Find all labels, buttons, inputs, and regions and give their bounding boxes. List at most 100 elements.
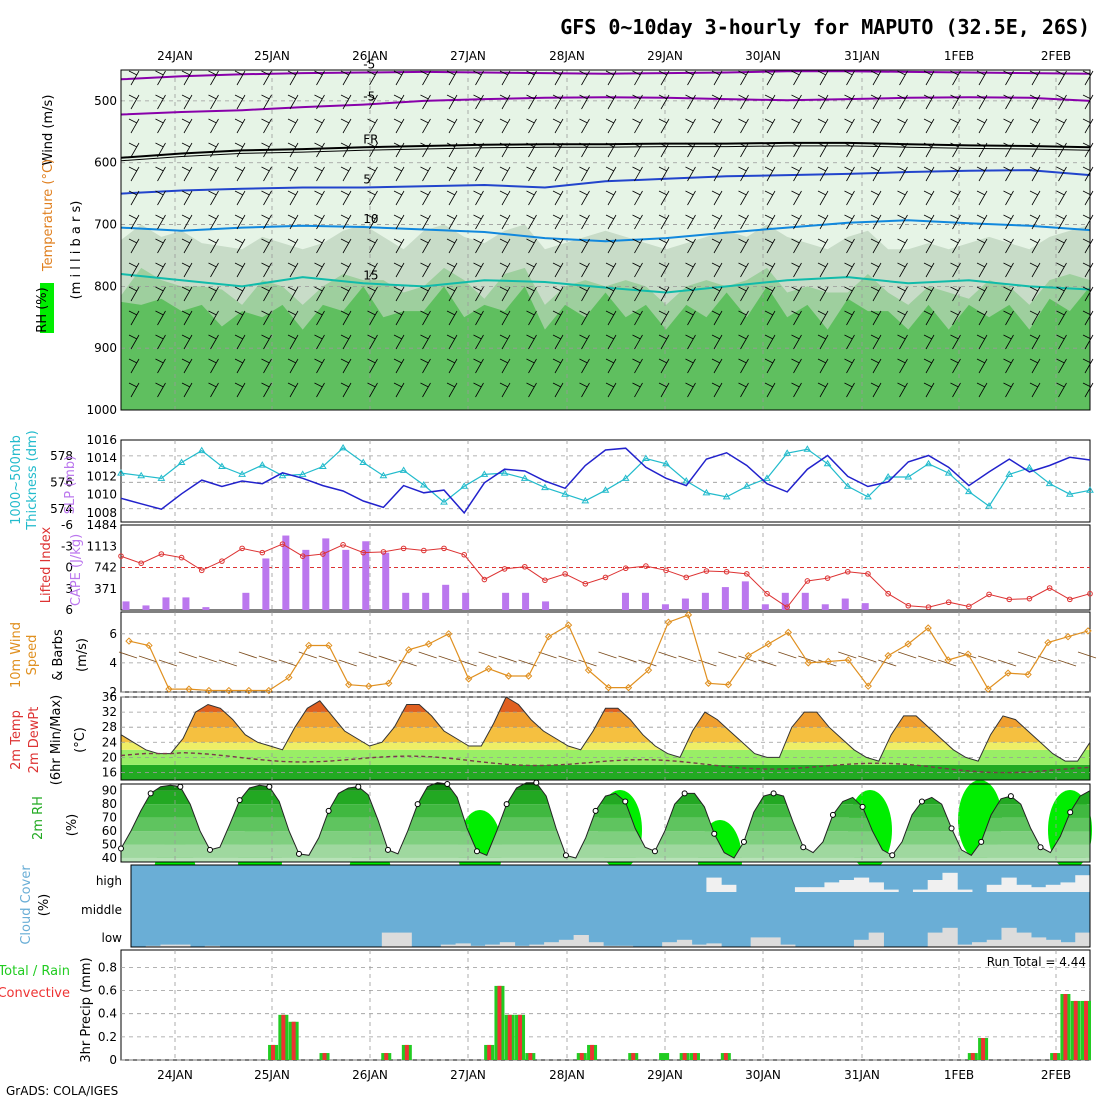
barb-17-13 — [579, 382, 590, 398]
rh-point-60 — [711, 830, 718, 837]
thickness-point-39 — [904, 473, 913, 480]
precip-rain-45 — [590, 1044, 595, 1060]
barb-16-3 — [552, 142, 564, 158]
barb-4-13 — [234, 382, 246, 398]
barb-35-7 — [1056, 238, 1067, 254]
barb-18-4 — [605, 166, 617, 182]
rh-ytick-1: 50 — [102, 838, 117, 852]
barb-29-1 — [897, 94, 908, 110]
barb-28-2 — [870, 118, 882, 134]
wind-point-37 — [864, 682, 872, 690]
barb-28-8 — [870, 262, 882, 278]
thickness-point-9 — [298, 470, 307, 477]
thickness-point-13 — [379, 471, 388, 479]
barb-30-6 — [923, 214, 935, 230]
barb-18-10 — [605, 310, 617, 326]
barb-18-0 — [605, 70, 617, 86]
wind-barb-21 — [538, 651, 557, 659]
barb-24-8 — [764, 262, 776, 278]
li-point-14 — [400, 545, 407, 552]
barb-26-5 — [817, 190, 829, 206]
barb-5-12 — [261, 358, 272, 374]
cloud-high-62 — [1045, 884, 1061, 892]
barb-1-3 — [155, 142, 166, 158]
barb-20-3 — [658, 142, 670, 158]
thickness-point-3 — [177, 458, 186, 465]
barb-4-6 — [234, 214, 246, 230]
thickness-point-14 — [399, 466, 408, 473]
wind-point-47 — [1064, 633, 1072, 641]
barb-27-2 — [844, 118, 855, 134]
thickness-point-15 — [419, 480, 428, 488]
barb-25-1 — [791, 94, 802, 110]
barb-30-2 — [923, 118, 935, 134]
barb-22-6 — [711, 214, 723, 230]
barb-2-5 — [181, 190, 193, 206]
barb-25-2 — [791, 118, 802, 134]
rh-point-45 — [562, 852, 569, 859]
li-point-19 — [501, 566, 508, 572]
barb-19-3 — [632, 142, 643, 158]
barb-19-6 — [632, 214, 643, 230]
wind-point-10 — [325, 641, 333, 650]
barb-23-3 — [738, 142, 749, 158]
barb-4-2 — [234, 118, 246, 134]
cloud-low-26 — [514, 945, 530, 947]
barb-12-4 — [446, 166, 458, 182]
date-bot-25JAN: 25JAN — [254, 1068, 290, 1082]
barb-6-5 — [287, 190, 299, 206]
barb-19-9 — [632, 286, 643, 302]
thickness-point-10 — [318, 462, 327, 469]
rh-point-39 — [503, 801, 510, 808]
cloud-low-43 — [765, 937, 781, 947]
rh-bands — [121, 782, 1090, 862]
wind10-label-d: (m/s) — [75, 638, 90, 672]
barb-18-3 — [605, 142, 617, 158]
barb-1-13 — [155, 382, 166, 398]
precip-rain-37 — [507, 1014, 512, 1060]
thickness-point-38 — [884, 473, 893, 480]
cape-bar-25 — [621, 592, 629, 610]
barb-23-7 — [738, 238, 749, 254]
barb-27-9 — [844, 286, 855, 302]
wind-barb-34 — [798, 655, 817, 663]
barb-24-1 — [764, 94, 776, 110]
temp-ytick-1: 20 — [102, 750, 117, 764]
rh-point-27 — [384, 846, 391, 853]
cape-bar-11 — [342, 549, 350, 610]
barb-9-3 — [367, 142, 378, 158]
barb-32-1 — [976, 94, 988, 110]
barb-15-2 — [526, 118, 537, 134]
li-point-16 — [441, 545, 447, 552]
upper-contour-label-2: FR — [363, 132, 378, 146]
rh-point-42 — [533, 779, 540, 786]
thickness-point-27 — [662, 459, 670, 467]
barb-22-7 — [711, 238, 723, 254]
upper-contour-label-4: 10 — [363, 212, 378, 226]
thickness-point-5 — [218, 462, 226, 469]
barb-26-0 — [817, 70, 829, 86]
barb-9-2 — [367, 118, 378, 134]
cloud-high-51 — [883, 889, 899, 892]
precip-rain-27 — [404, 1044, 409, 1060]
barb-32-4 — [976, 166, 988, 182]
barb-4-11 — [234, 334, 246, 350]
temp2m-label-c: (6hr Min/Max) — [49, 695, 64, 785]
precip-rain-44 — [579, 1053, 584, 1060]
rh-point-75 — [859, 803, 866, 810]
precip-rain-82 — [970, 1053, 975, 1060]
barb-9-11 — [367, 334, 378, 350]
thick-ylabels: 1000~500mb Thickness (dm) SLP (mb) — [9, 430, 78, 530]
date-bot-29JAN: 29JAN — [647, 1068, 683, 1082]
thickness-label-b: Thickness (dm) — [25, 430, 40, 530]
barb-34-6 — [1029, 214, 1041, 230]
barb-14-1 — [499, 94, 511, 110]
barb-9-9 — [367, 286, 378, 302]
barb-12-13 — [446, 382, 458, 398]
barb-2-9 — [181, 286, 193, 302]
barb-5-11 — [261, 334, 272, 350]
barb-5-13 — [261, 382, 272, 398]
cloud-high-49 — [853, 877, 870, 892]
barb-17-12 — [579, 358, 590, 374]
